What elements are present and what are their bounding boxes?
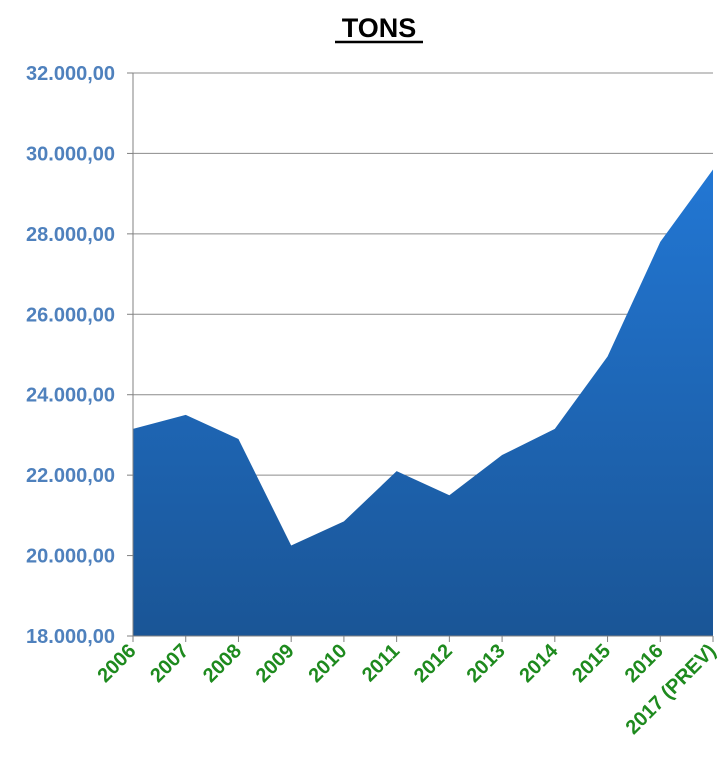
x-tick-label: 2016 bbox=[621, 640, 668, 687]
x-axis-ticks: 2006 2007 2008 2009 2010 2011 2012 2013 2014 2015… bbox=[94, 639, 721, 738]
axes bbox=[127, 72, 714, 642]
x-tick-label: 2012 bbox=[410, 640, 457, 687]
x-tick-label: 2011 bbox=[358, 640, 404, 686]
x-tick-label: 2007 bbox=[146, 640, 193, 687]
plot-area bbox=[133, 169, 713, 636]
x-tick-label: 2009 bbox=[252, 640, 299, 687]
y-axis-ticks: 18.000,00 20.000,00 22.000,00 24.000,00 26.0… bbox=[26, 63, 115, 648]
y-tick-label: 22.000,00 bbox=[26, 465, 115, 487]
area-series bbox=[133, 169, 713, 636]
y-tick-label: 24.000,00 bbox=[26, 385, 115, 407]
y-tick-label: 28.000,00 bbox=[26, 224, 115, 246]
x-tick-label: 2015 bbox=[568, 640, 615, 687]
y-tick-label: 20.000,00 bbox=[26, 546, 115, 568]
y-tick-label: 32.000,00 bbox=[26, 63, 115, 85]
x-tick-label: 2010 bbox=[304, 640, 351, 687]
y-tick-label: 18.000,00 bbox=[26, 626, 115, 648]
x-tick-label: 2014 bbox=[515, 639, 563, 687]
y-tick-label: 26.000,00 bbox=[26, 304, 115, 326]
y-tick-label: 30.000,00 bbox=[26, 143, 115, 165]
x-tick-label: 2013 bbox=[463, 640, 510, 687]
chart-title: TONS bbox=[342, 13, 417, 43]
x-tick-label: 2008 bbox=[199, 640, 246, 687]
